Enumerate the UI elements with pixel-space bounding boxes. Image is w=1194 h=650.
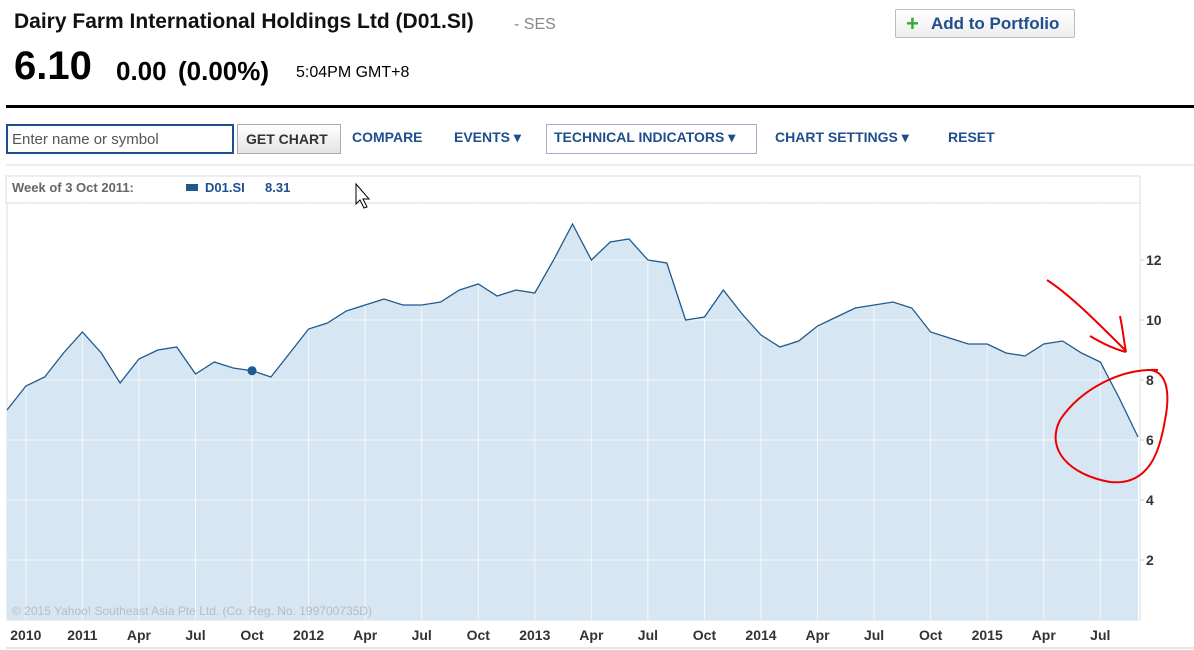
y-tick-label: 10 xyxy=(1146,312,1162,328)
x-tick-label: Oct xyxy=(240,627,264,643)
x-tick-label: 2013 xyxy=(519,627,550,643)
y-tick-label: 2 xyxy=(1146,552,1154,568)
change-pct: (0.00%) xyxy=(178,56,270,86)
tech-label: TECHNICAL INDICATORS xyxy=(554,129,725,145)
x-tick-label: Jul xyxy=(638,627,658,643)
x-tick-label: Oct xyxy=(467,627,491,643)
x-tick-label: Apr xyxy=(805,627,830,643)
x-tick-label: Apr xyxy=(579,627,604,643)
add-portfolio-button[interactable]: + Add to Portfolio xyxy=(895,9,1075,38)
reset[interactable]: RESET xyxy=(948,129,995,145)
x-tick-label: Apr xyxy=(1032,627,1057,643)
events-label: EVENTS xyxy=(454,129,511,145)
y-tick-label: 6 xyxy=(1146,432,1154,448)
red-circle xyxy=(1054,368,1169,484)
settings-label: CHART SETTINGS xyxy=(775,129,898,145)
price: 6.10 xyxy=(14,44,92,88)
add-portfolio-label: Add to Portfolio xyxy=(931,14,1060,33)
hover-box xyxy=(5,175,1141,204)
stock-title: Dairy Farm International Holdings Ltd (D… xyxy=(14,10,474,33)
copyright: © 2015 Yahoo! Southeast Asia Pte Ltd. (C… xyxy=(12,604,372,618)
x-tick-label: Apr xyxy=(353,627,378,643)
area-fill xyxy=(7,224,1138,620)
chart-settings[interactable]: CHART SETTINGS ▾ xyxy=(775,129,909,145)
x-tick-label: Jul xyxy=(185,627,205,643)
legend-name: D01.SI xyxy=(205,180,245,195)
search-box[interactable]: Enter name or symbol xyxy=(6,124,234,154)
x-tick-label: Jul xyxy=(1090,627,1110,643)
change: 0.00 xyxy=(116,56,167,86)
x-tick-label: 2011 xyxy=(67,627,98,643)
y-tick-label: 8 xyxy=(1146,372,1154,388)
x-tick-label: 2015 xyxy=(972,627,1003,643)
exchange: - SES xyxy=(514,16,556,33)
x-tick-label: 2010 xyxy=(10,627,41,643)
y-tick-label: 12 xyxy=(1146,252,1162,268)
red-arrow xyxy=(1046,279,1127,353)
x-tick-label: 2014 xyxy=(745,627,776,643)
events[interactable]: EVENTS ▾ xyxy=(454,129,521,145)
divider xyxy=(6,105,1194,108)
compare[interactable]: COMPARE xyxy=(352,129,423,145)
hover-value: 8.31 xyxy=(265,180,290,195)
time: 5:04PM GMT+8 xyxy=(296,64,410,81)
hover-point xyxy=(247,366,257,376)
get-chart-button[interactable]: GET CHART xyxy=(237,124,341,154)
price-line xyxy=(6,222,1139,438)
hover-label: Week of 3 Oct 2011: xyxy=(12,180,134,195)
legend-swatch xyxy=(186,184,198,191)
technical-indicators[interactable]: TECHNICAL INDICATORS ▾ xyxy=(554,129,736,145)
x-tick-label: Oct xyxy=(919,627,943,643)
tech-box xyxy=(546,124,757,154)
cursor xyxy=(355,182,371,209)
x-tick-label: 2012 xyxy=(293,627,324,643)
x-tick-label: Oct xyxy=(693,627,717,643)
x-tick-label: Jul xyxy=(864,627,884,643)
x-tick-label: Apr xyxy=(127,627,152,643)
x-tick-label: Jul xyxy=(412,627,432,643)
plus-icon: + xyxy=(906,11,919,36)
get-chart-label: GET CHART xyxy=(246,131,328,147)
annotation xyxy=(1046,279,1169,484)
search-placeholder: Enter name or symbol xyxy=(12,131,159,148)
y-tick-label: 4 xyxy=(1146,492,1154,508)
